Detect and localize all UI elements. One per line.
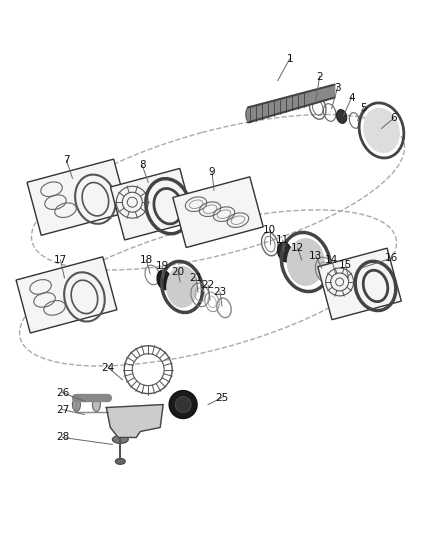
- Text: 10: 10: [263, 225, 276, 235]
- Text: 8: 8: [139, 160, 145, 171]
- Text: 14: 14: [325, 255, 338, 265]
- Text: 26: 26: [56, 387, 69, 398]
- Text: 18: 18: [140, 255, 153, 265]
- Text: 4: 4: [348, 93, 355, 102]
- Circle shape: [169, 391, 197, 418]
- Text: 24: 24: [102, 362, 115, 373]
- Text: 2: 2: [316, 71, 323, 82]
- Bar: [318, 248, 401, 320]
- Ellipse shape: [92, 398, 100, 411]
- Text: 12: 12: [291, 243, 304, 253]
- Ellipse shape: [112, 435, 128, 443]
- Text: 21: 21: [190, 273, 203, 283]
- Ellipse shape: [166, 266, 198, 308]
- Text: 23: 23: [213, 287, 226, 297]
- Ellipse shape: [287, 238, 325, 286]
- Text: 17: 17: [54, 255, 67, 265]
- Ellipse shape: [246, 107, 254, 123]
- Polygon shape: [248, 85, 335, 123]
- Bar: [110, 168, 194, 240]
- Text: 3: 3: [334, 83, 341, 93]
- Ellipse shape: [115, 458, 125, 464]
- Ellipse shape: [336, 110, 347, 123]
- Text: 28: 28: [56, 432, 69, 442]
- Text: 19: 19: [155, 261, 169, 271]
- Text: 22: 22: [201, 280, 215, 290]
- Polygon shape: [106, 405, 163, 438]
- Bar: [173, 177, 263, 247]
- Bar: [16, 257, 117, 333]
- Text: 1: 1: [286, 54, 293, 63]
- Ellipse shape: [363, 108, 400, 153]
- Text: 27: 27: [56, 405, 69, 415]
- Circle shape: [175, 397, 191, 413]
- Text: 20: 20: [172, 267, 185, 277]
- Text: 11: 11: [276, 235, 290, 245]
- Text: 6: 6: [390, 114, 397, 124]
- Ellipse shape: [278, 243, 292, 262]
- Text: 9: 9: [209, 167, 215, 177]
- Ellipse shape: [72, 398, 81, 411]
- Text: 5: 5: [360, 102, 367, 112]
- Ellipse shape: [157, 270, 171, 290]
- Text: 13: 13: [309, 251, 322, 261]
- Text: 16: 16: [385, 253, 398, 263]
- Bar: [27, 159, 128, 235]
- Text: 15: 15: [339, 260, 352, 270]
- Text: 25: 25: [215, 393, 229, 402]
- Text: 7: 7: [63, 155, 70, 165]
